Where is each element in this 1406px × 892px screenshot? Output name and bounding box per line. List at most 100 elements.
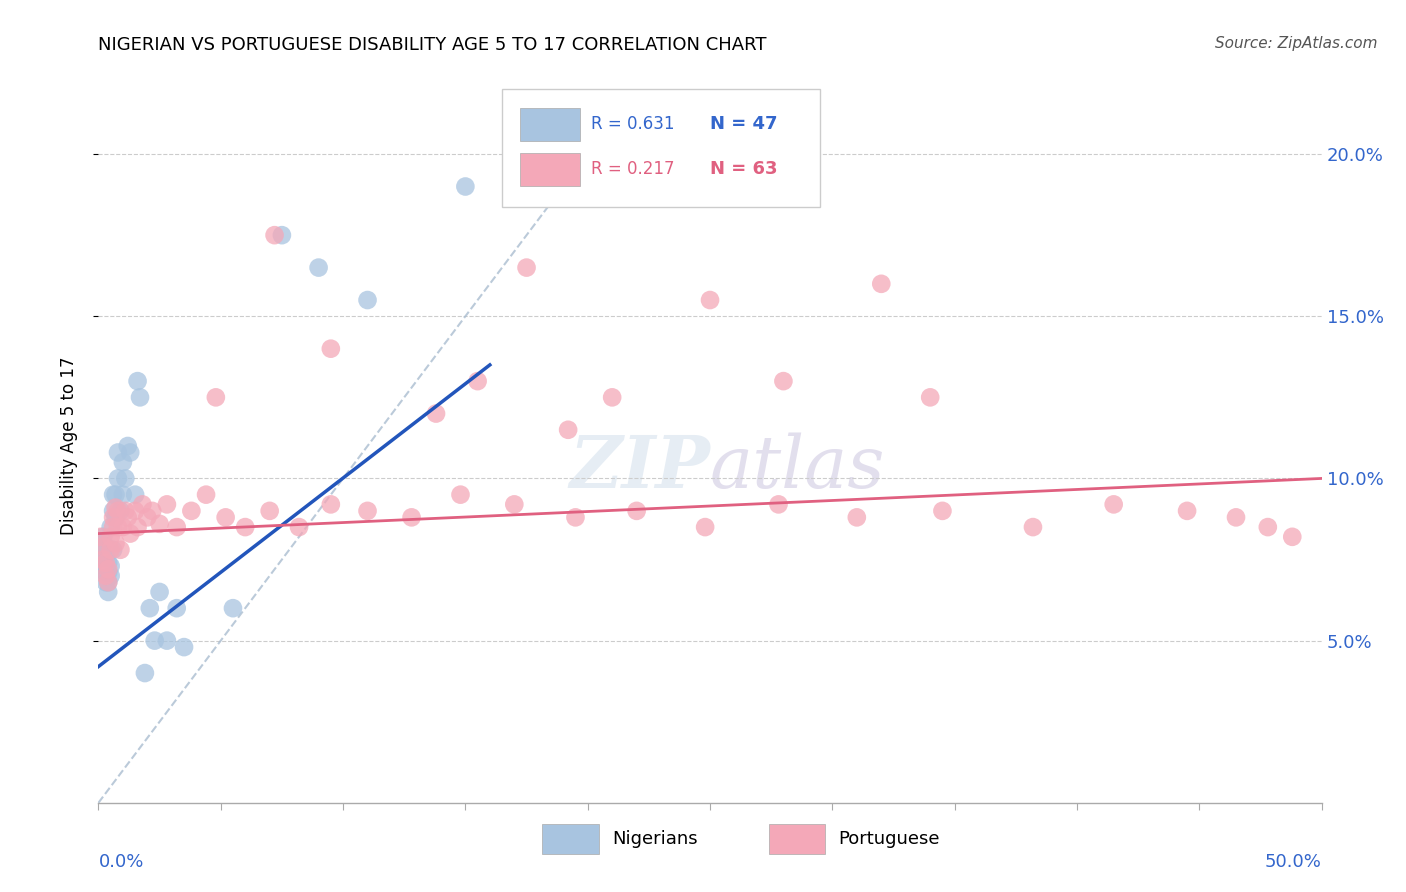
Point: [97, 556, 120, 570]
Point: [90, 552, 112, 566]
Point: [100, 568, 122, 582]
Point: [205, 390, 228, 404]
Point: [104, 536, 127, 550]
Point: [111, 488, 134, 502]
Point: [117, 439, 139, 453]
Point: [104, 500, 127, 515]
Point: [97, 562, 120, 576]
Point: [141, 504, 163, 518]
Point: [124, 488, 146, 502]
Point: [97, 575, 120, 590]
Point: [100, 520, 122, 534]
FancyBboxPatch shape: [520, 153, 581, 186]
Point: [1225, 510, 1247, 524]
Point: [114, 471, 136, 485]
FancyBboxPatch shape: [543, 824, 599, 855]
Point: [101, 504, 124, 518]
Point: [94, 568, 117, 582]
Point: [94, 549, 117, 564]
Point: [101, 510, 124, 524]
Point: [288, 520, 311, 534]
Point: [695, 520, 717, 534]
Point: [91, 542, 114, 557]
Point: [1175, 504, 1198, 518]
Point: [91, 552, 114, 566]
Point: [127, 374, 149, 388]
Text: ZIP: ZIP: [569, 432, 710, 503]
Point: [97, 585, 120, 599]
Point: [101, 542, 124, 557]
Point: [319, 497, 342, 511]
Point: [931, 504, 953, 518]
Point: [1102, 497, 1125, 511]
FancyBboxPatch shape: [769, 824, 825, 855]
Point: [270, 228, 294, 243]
Point: [90, 536, 112, 550]
Point: [101, 488, 124, 502]
Point: [107, 471, 129, 485]
Point: [111, 455, 134, 469]
Point: [91, 562, 114, 576]
Point: [134, 666, 156, 681]
Point: [94, 559, 117, 574]
Point: [110, 542, 132, 557]
Text: 0.0%: 0.0%: [98, 853, 143, 871]
Point: [149, 516, 172, 531]
Point: [91, 552, 114, 566]
Point: [503, 497, 526, 511]
Point: [173, 640, 195, 654]
Point: [97, 566, 120, 580]
Point: [920, 390, 942, 404]
Point: [100, 542, 122, 557]
Point: [131, 497, 153, 511]
Point: [91, 530, 114, 544]
Point: [515, 260, 537, 275]
Point: [845, 510, 868, 524]
Point: [124, 504, 146, 518]
Point: [1257, 520, 1279, 534]
Point: [117, 510, 139, 524]
Point: [308, 260, 330, 275]
Point: [356, 293, 378, 307]
Text: Source: ZipAtlas.com: Source: ZipAtlas.com: [1215, 36, 1378, 51]
Point: [111, 520, 134, 534]
Point: [94, 540, 117, 554]
Point: [143, 633, 166, 648]
Point: [129, 390, 152, 404]
Text: R = 0.217: R = 0.217: [592, 161, 675, 178]
Point: [768, 497, 790, 511]
Point: [90, 530, 112, 544]
Point: [91, 540, 114, 554]
Point: [94, 556, 117, 570]
Point: [101, 520, 124, 534]
Point: [401, 510, 423, 524]
Point: [127, 520, 149, 534]
Point: [156, 497, 179, 511]
Text: 50.0%: 50.0%: [1265, 853, 1322, 871]
Point: [222, 601, 245, 615]
Point: [1281, 530, 1303, 544]
FancyBboxPatch shape: [520, 108, 581, 141]
Point: [1022, 520, 1045, 534]
Text: NIGERIAN VS PORTUGUESE DISABILITY AGE 5 TO 17 CORRELATION CHART: NIGERIAN VS PORTUGUESE DISABILITY AGE 5 …: [98, 36, 766, 54]
Point: [107, 504, 129, 518]
Point: [156, 633, 179, 648]
Point: [263, 228, 285, 243]
Point: [107, 445, 129, 459]
Y-axis label: Disability Age 5 to 17: Disability Age 5 to 17: [59, 357, 77, 535]
Point: [425, 407, 447, 421]
Point: [107, 520, 129, 534]
Point: [110, 504, 132, 518]
Point: [114, 504, 136, 518]
Point: [97, 575, 120, 590]
Point: [600, 390, 623, 404]
Point: [100, 559, 122, 574]
Point: [259, 504, 281, 518]
Point: [195, 488, 218, 502]
Point: [454, 179, 477, 194]
Point: [120, 526, 142, 541]
Point: [104, 510, 127, 524]
Point: [557, 423, 579, 437]
Point: [356, 504, 378, 518]
Text: N = 47: N = 47: [710, 115, 778, 133]
